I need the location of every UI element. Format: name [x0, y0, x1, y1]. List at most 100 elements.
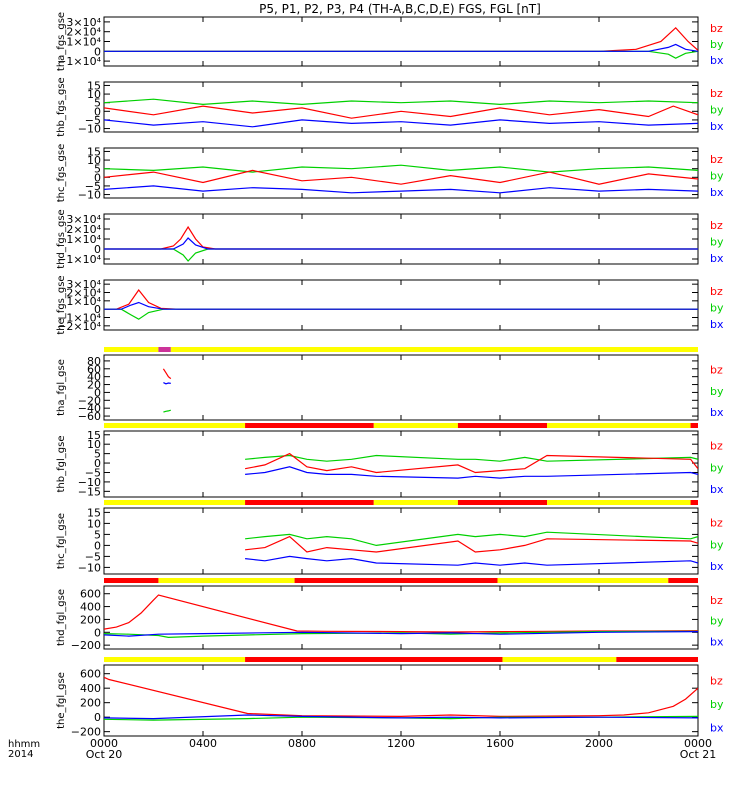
mode-bar-segment-1: [158, 347, 171, 352]
legend-bz: bz: [710, 87, 723, 100]
legend-by: by: [710, 170, 724, 183]
x-tick-label: 2000: [585, 737, 613, 750]
legend-by: by: [710, 38, 724, 51]
y-tick-label: −5: [85, 550, 101, 563]
series-line-bx: [104, 43, 698, 52]
y-tick-label: −200: [71, 726, 101, 739]
legend-bz: bz: [710, 517, 723, 530]
mode-bar-segment-0: [104, 578, 159, 583]
legend-bx: bx: [710, 318, 724, 331]
y-tick-label: 200: [80, 697, 101, 710]
series-line-bx: [104, 237, 698, 250]
y-tick-label: 10: [87, 438, 101, 451]
y-axis-label: thb_fgl_gse: [56, 436, 67, 493]
y-tick-label: 3×10⁴: [66, 16, 101, 29]
legend-bx: bx: [710, 483, 724, 496]
y-axis-label: tha_fgl_gse: [56, 359, 67, 416]
y-axis-label: thc_fgl_gse: [56, 513, 67, 569]
legend-bx: bx: [710, 186, 724, 199]
y-tick-label: 1×10⁴: [66, 295, 101, 308]
y-tick-label: 2×10⁴: [66, 26, 101, 39]
x-tick-date: Oct 21: [680, 748, 717, 761]
y-tick-label: 0: [94, 45, 101, 58]
mode-bar-segment-2: [373, 423, 458, 428]
mode-bar-segment-2: [502, 657, 617, 662]
x-tick-label: 0800: [288, 737, 316, 750]
y-tick-label: −2×10⁴: [57, 320, 101, 333]
y-tick-label: 5: [94, 528, 101, 541]
mode-bar-segment-3: [457, 500, 548, 505]
legend-by: by: [710, 104, 724, 117]
x-tick-label: 0000: [90, 737, 118, 750]
legend-bz: bz: [710, 285, 723, 298]
panel-frame: [103, 430, 699, 498]
y-tick-label: −5: [85, 180, 101, 193]
series-line-bz: [104, 676, 698, 718]
mode-bar-segment-4: [547, 423, 691, 428]
y-tick-label: 0: [94, 243, 101, 256]
legend-bz: bz: [710, 22, 723, 35]
y-tick-label: 60: [87, 363, 101, 376]
legend-bx: bx: [710, 635, 724, 648]
x-axis-row-label-hhmm: hhmm: [8, 739, 40, 750]
y-axis-label: tha_fgs_gse: [56, 12, 67, 71]
legend-bx: bx: [710, 406, 724, 419]
series-line-bz: [104, 594, 698, 633]
legend-bx: bx: [710, 252, 724, 265]
y-axis-label: thd_fgl_gse: [56, 589, 67, 646]
mode-bar-segment-0: [104, 423, 246, 428]
y-tick-label: 0: [94, 386, 101, 399]
series-line-bx: [104, 714, 698, 720]
x-tick-label: 0000: [684, 737, 712, 750]
y-tick-label: −20: [78, 394, 101, 407]
y-tick-label: −1×10⁴: [57, 253, 101, 266]
legend-bz: bz: [710, 153, 723, 166]
mode-bar-segment-5: [690, 500, 698, 505]
x-tick-label: 1600: [486, 737, 514, 750]
series-line-by: [104, 308, 698, 320]
y-tick-label: 15: [87, 79, 101, 92]
y-tick-label: 3×10⁴: [66, 213, 101, 226]
x-axis-row-label-year: 2014: [8, 749, 33, 760]
y-axis-label: the_fgs_gse: [56, 275, 67, 334]
series-line-bz: [104, 105, 698, 119]
y-tick-label: 15: [87, 506, 101, 519]
legend-bz: bz: [710, 675, 723, 688]
y-tick-label: 40: [87, 371, 101, 384]
panel-frame: [103, 354, 699, 421]
y-tick-label: 0: [94, 171, 101, 184]
y-axis-label: thd_fgs_gse: [56, 209, 67, 268]
y-tick-label: 600: [80, 588, 101, 601]
mode-bar-segment-0: [104, 657, 246, 662]
series-line-bz: [104, 169, 698, 185]
y-tick-label: −10: [78, 123, 101, 136]
y-tick-label: 2×10⁴: [66, 223, 101, 236]
mode-bar-segment-3: [457, 423, 548, 428]
y-tick-label: 0: [94, 457, 101, 470]
x-tick-label: 0400: [189, 737, 217, 750]
y-tick-label: −200: [71, 639, 101, 652]
y-tick-label: −10: [78, 189, 101, 202]
x-tick-label: 1200: [387, 737, 415, 750]
mode-bar-segment-1: [245, 657, 503, 662]
series-line-bz: [104, 288, 698, 310]
y-tick-label: −40: [78, 402, 101, 415]
y-tick-label: −60: [78, 410, 101, 423]
y-tick-label: 15: [87, 429, 101, 442]
legend-by: by: [710, 302, 724, 315]
y-tick-label: 5: [94, 97, 101, 110]
figure-title: P5, P1, P2, P3, P4 (TH-A,B,C,D,E) FGS, F…: [259, 2, 541, 16]
legend-bx: bx: [710, 120, 724, 133]
legend-bx: bx: [710, 54, 724, 67]
mode-bar-segment-5: [690, 423, 698, 428]
legend-bz: bz: [710, 219, 723, 232]
series-line-bx: [104, 119, 698, 128]
series-line-by: [245, 454, 698, 462]
